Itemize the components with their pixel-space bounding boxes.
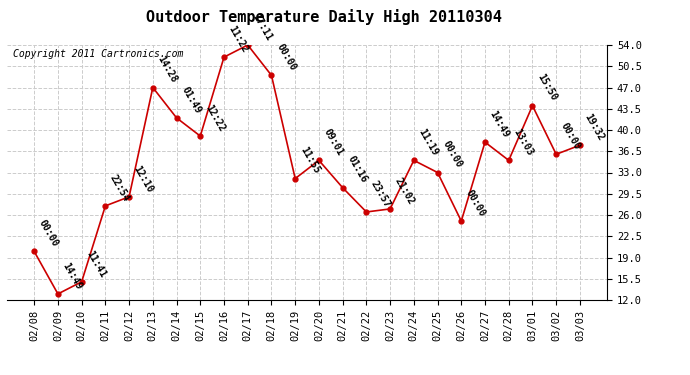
Text: 15:50: 15:50 — [535, 72, 559, 103]
Text: 22:54: 22:54 — [108, 172, 132, 203]
Text: 17:11: 17:11 — [250, 12, 274, 42]
Text: 11:22: 11:22 — [227, 24, 250, 54]
Text: 01:49: 01:49 — [179, 85, 203, 115]
Text: 11:55: 11:55 — [298, 146, 322, 176]
Text: Copyright 2011 Cartronics.com: Copyright 2011 Cartronics.com — [13, 49, 184, 59]
Text: 19:32: 19:32 — [582, 112, 606, 142]
Text: 11:41: 11:41 — [84, 249, 108, 279]
Text: 11:19: 11:19 — [417, 127, 440, 158]
Text: 13:03: 13:03 — [511, 127, 535, 158]
Text: 00:00: 00:00 — [464, 188, 487, 218]
Text: 09:01: 09:01 — [322, 127, 345, 158]
Text: 00:00: 00:00 — [37, 218, 60, 249]
Text: 00:00: 00:00 — [559, 121, 582, 152]
Text: 14:49: 14:49 — [488, 109, 511, 140]
Text: 00:00: 00:00 — [274, 42, 297, 73]
Text: 23:57: 23:57 — [369, 179, 393, 209]
Text: 14:28: 14:28 — [156, 54, 179, 85]
Text: 21:02: 21:02 — [393, 176, 416, 206]
Text: 14:49: 14:49 — [61, 261, 84, 291]
Text: Outdoor Temperature Daily High 20110304: Outdoor Temperature Daily High 20110304 — [146, 9, 502, 26]
Text: 12:10: 12:10 — [132, 164, 155, 194]
Text: 12:22: 12:22 — [203, 103, 226, 133]
Text: 00:00: 00:00 — [440, 139, 464, 170]
Text: 01:16: 01:16 — [346, 154, 368, 185]
